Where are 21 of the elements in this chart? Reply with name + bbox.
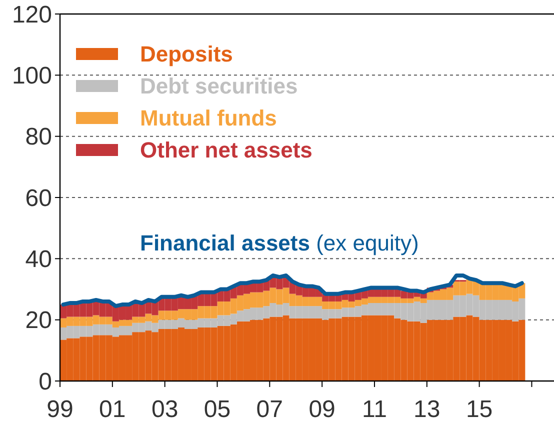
x-tick-label: 13 <box>414 396 440 423</box>
x-tick-label: 99 <box>46 396 74 423</box>
x-tick-label: 07 <box>256 396 284 423</box>
legend-label: Deposits <box>140 42 233 67</box>
x-tick-label: 03 <box>151 396 178 423</box>
y-tick-label: 100 <box>12 62 52 90</box>
y-tick-label: 20 <box>25 307 52 334</box>
y-tick-label: 0 <box>38 368 52 396</box>
x-tick-label: 15 <box>466 396 493 423</box>
y-tick-label: 80 <box>25 124 52 151</box>
legend-label: Mutual funds <box>140 106 277 131</box>
legend-label: Other net assets <box>140 138 312 163</box>
x-tick-label: 01 <box>99 396 126 423</box>
y-tick-label: 40 <box>25 246 52 274</box>
x-tick-label: 05 <box>204 396 231 423</box>
y-tick-label: 60 <box>25 184 52 212</box>
x-tick-label: 11 <box>362 396 387 423</box>
x-tick-label: 09 <box>308 396 336 423</box>
y-tick-label: 120 <box>12 1 52 28</box>
legend-label: Debt securities <box>140 74 298 99</box>
series-label: Financial assets (ex equity) <box>140 230 419 256</box>
